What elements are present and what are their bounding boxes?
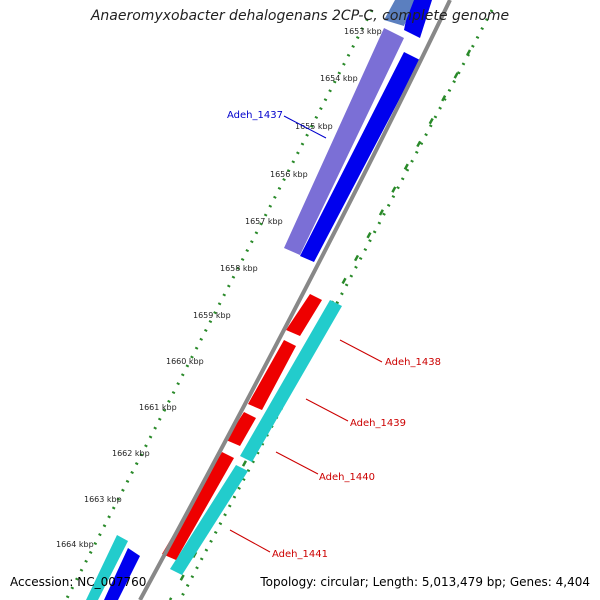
kbp-tick-label: 1661 kbp [139,403,177,412]
forward-gene-track [104,0,432,600]
genome-backbone [138,0,452,600]
cyan-feature-bar[interactable] [86,535,128,600]
gene-label-adeh-1437[interactable]: Adeh_1437 [227,110,283,121]
forward-gene-bar[interactable] [104,548,140,600]
kbp-tick-label: 1659 kbp [193,311,231,320]
kbp-tick-label: 1664 kbp [56,540,94,549]
kbp-tick-label: 1662 kbp [112,449,150,458]
kbp-tick-label: 1660 kbp [166,357,204,366]
leader-line [275,451,319,475]
leader-line [283,115,327,139]
kbp-tick-label: 1654 kbp [320,74,358,83]
kbp-tick-label: 1658 kbp [220,264,258,273]
gene-labels: Adeh_1437 Adeh_1438 Adeh_1439 Adeh_1440 … [227,110,441,560]
gene-label-adeh-1438[interactable]: Adeh_1438 [385,357,441,368]
inner-dotted-ring [64,9,374,600]
reverse-gene-bar[interactable] [226,412,256,446]
leader-line [339,339,383,363]
leader-line [229,529,271,553]
reverse-gene-bar[interactable] [286,294,322,336]
accession-text: Accession: NC_007760 [10,575,147,589]
forward-gene-bar[interactable] [404,0,432,38]
cyan-feature-bar[interactable] [170,465,248,575]
forward-gene-light-bar[interactable] [284,28,404,255]
cyan-feature-bar[interactable] [240,300,342,462]
reverse-gene-bar[interactable] [162,452,234,560]
kbp-tick-label: 1655 kbp [295,122,333,131]
gene-label-adeh-1439[interactable]: Adeh_1439 [350,418,406,429]
kbp-tick-label: 1653 kbp [344,27,382,36]
kbp-tick-label: 1657 kbp [245,217,283,226]
forward-gene-bar[interactable] [300,52,420,262]
leader-line [305,398,349,422]
kbp-tick-label: 1663 kbp [84,495,122,504]
gene-leader-lines [229,115,383,553]
kbp-tick-label: 1656 kbp [270,170,308,179]
genome-title: Anaeromyxobacter dehalogenans 2CP-C, com… [90,8,510,24]
kbp-tick-labels: 1653 kbp 1654 kbp 1655 kbp 1656 kbp 1657… [56,27,382,549]
forward-gene-light-bar[interactable] [384,0,414,26]
outer-dotted-ring [178,9,494,600]
cyan-feature-track [86,300,342,600]
reverse-gene-track [162,294,322,560]
reverse-gene-bar[interactable] [248,340,296,410]
gene-label-adeh-1440[interactable]: Adeh_1440 [319,472,375,483]
gene-label-adeh-1441[interactable]: Adeh_1441 [272,549,328,560]
genome-summary-text: Topology: circular; Length: 5,013,479 bp… [260,575,590,589]
